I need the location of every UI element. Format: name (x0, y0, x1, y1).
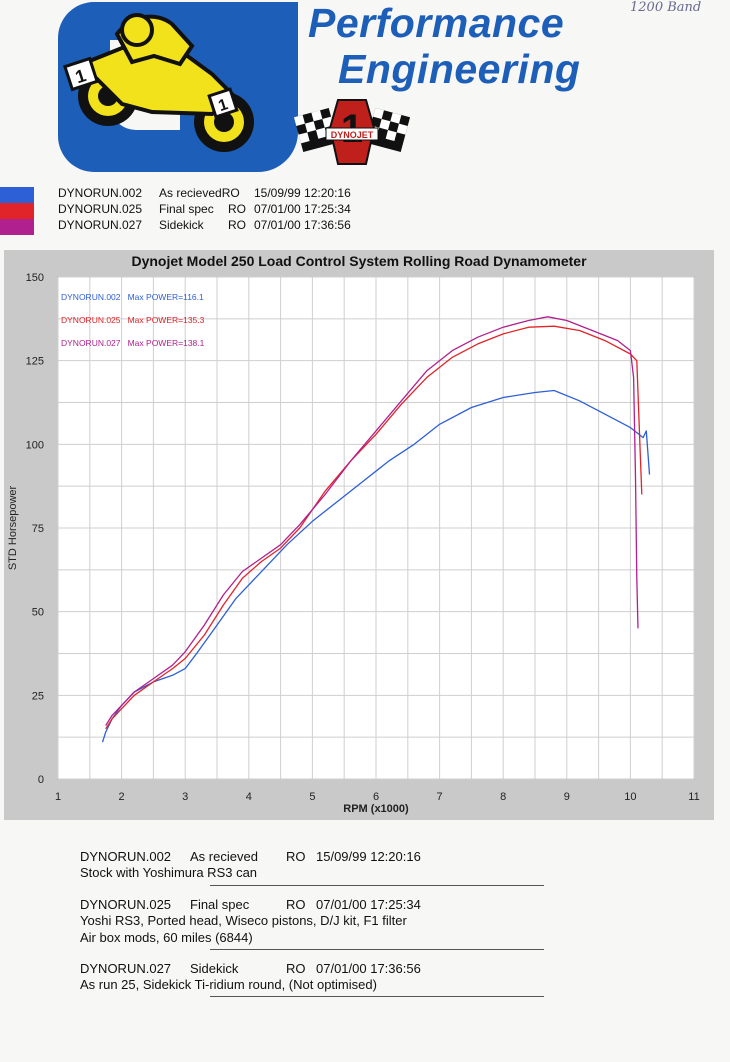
x-tick-label: 10 (624, 791, 636, 803)
x-axis-label: RPM (x1000) (343, 803, 409, 815)
legend-swatch-002 (0, 187, 34, 203)
note-run-datetime: 07/01/00 17:36:56 (316, 961, 421, 976)
y-tick-label: 75 (32, 523, 44, 535)
top-legend: DYNORUN.002 As recievedRO 15/09/99 12:20… (0, 186, 351, 236)
note-002-line: Stock with Yoshimura RS3 can (80, 865, 258, 880)
legend-run-datetime: 07/01/00 17:36:56 (254, 218, 351, 232)
legend-run-desc: As recievedRO (159, 186, 240, 200)
run-notes: DYNORUN.002 As recieved RO 15/09/99 12:2… (80, 848, 560, 998)
x-tick-label: 6 (373, 791, 379, 803)
series-legend-label: DYNORUN.002 Max POWER=116.1 (61, 292, 204, 302)
note-027-header: DYNORUN.027 Sidekick RO 07/01/00 17:36:5… (80, 960, 560, 977)
note-run-ro: RO (286, 961, 306, 976)
legend-run-desc: Final spec (159, 202, 214, 216)
y-tick-label: 125 (26, 356, 44, 368)
note-run-name: DYNORUN.002 (80, 849, 172, 864)
note-run-name: DYNORUN.027 (80, 961, 172, 976)
legend-run-name: DYNORUN.025 (58, 202, 143, 216)
legend-row-025: DYNORUN.025 Final spec RO 07/01/00 17:25… (58, 202, 378, 217)
note-run-ro: RO (286, 897, 306, 912)
series-legend-label: DYNORUN.025 Max POWER=135.3 (61, 315, 205, 325)
dynojet-badge-logo: 1 DYNOJET (294, 99, 410, 165)
y-tick-label: 150 (26, 272, 44, 284)
divider (210, 949, 544, 950)
y-axis-label: STD Horsepower (7, 485, 19, 570)
chart-title: Dynojet Model 250 Load Control System Ro… (131, 253, 587, 269)
legend-run-datetime: 15/09/99 12:20:16 (254, 186, 351, 200)
legend-row-027: DYNORUN.027 Sidekick RO 07/01/00 17:36:5… (58, 218, 378, 233)
motorcycle-rider-icon: 1 1 (63, 13, 254, 152)
checkered-flag-left-icon (294, 107, 339, 153)
note-run-desc: Final spec (190, 897, 250, 912)
note-002-header: DYNORUN.002 As recieved RO 15/09/99 12:2… (80, 848, 560, 865)
note-run-desc: As recieved (190, 849, 258, 864)
x-tick-label: 11 (688, 791, 699, 803)
note-run-name: DYNORUN.025 (80, 897, 172, 912)
divider (210, 885, 544, 886)
x-tick-label: 2 (119, 791, 125, 803)
x-tick-label: 1 (55, 791, 61, 803)
y-tick-label: 50 (32, 607, 44, 619)
legend-run-ro: RO (228, 202, 246, 216)
legend-run-datetime: 07/01/00 17:25:34 (254, 202, 351, 216)
note-run-datetime: 07/01/00 17:25:34 (316, 897, 421, 912)
x-tick-label: 5 (309, 791, 315, 803)
divider (210, 996, 544, 997)
handwritten-note: 1200 Band (630, 0, 702, 15)
brand-title-line1: Performance (308, 0, 565, 46)
note-025-header: DYNORUN.025 Final spec RO 07/01/00 17:25… (80, 896, 560, 913)
legend-run-name: DYNORUN.002 (58, 186, 143, 200)
note-run-desc: Sidekick (190, 961, 239, 976)
y-tick-label: 100 (26, 439, 44, 451)
note-027-line: As run 25, Sidekick Ti-ridium round, (No… (80, 977, 377, 992)
x-tick-label: 4 (246, 791, 252, 803)
x-tick-label: 3 (182, 791, 188, 803)
brand-title-line2: Engineering (338, 46, 581, 92)
legend-swatch-027 (0, 219, 34, 235)
note-025-line1: Yoshi RS3, Ported head, Wiseco pistons, … (80, 913, 407, 928)
series-line-dynorun-027 (105, 316, 639, 726)
badge-text: DYNOJET (331, 130, 374, 140)
x-tick-label: 7 (437, 791, 443, 803)
note-025-line2: Air box mods, 60 miles (6844) (80, 930, 253, 945)
y-tick-label: 25 (32, 690, 44, 702)
note-run-datetime: 15/09/99 12:20:16 (316, 849, 421, 864)
legend-row-002: DYNORUN.002 As recievedRO 15/09/99 12:20… (58, 186, 378, 201)
dyno-chart: 1 2 3 4 5 6 7 8 9 10 11 0 25 50 75 100 125 150 RPM (x1000)… (7, 272, 700, 815)
legend-run-desc: Sidekick (159, 218, 204, 232)
y-tick-label: 0 (38, 774, 44, 786)
legend-swatch-025 (0, 203, 34, 219)
legend-run-ro: RO (228, 218, 246, 232)
legend-run-name: DYNORUN.027 (58, 218, 143, 232)
x-tick-label: 9 (564, 791, 570, 803)
x-tick-label: 8 (500, 791, 506, 803)
series-legend-label: DYNORUN.027 Max POWER=138.1 (61, 338, 205, 348)
note-run-ro: RO (286, 849, 306, 864)
